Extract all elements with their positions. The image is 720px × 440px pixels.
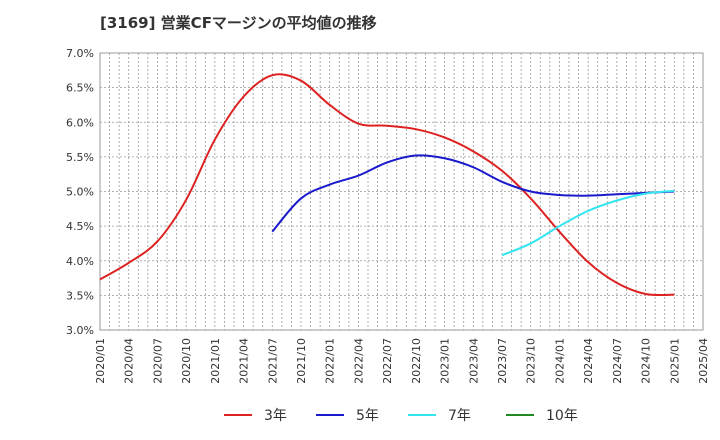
x-tick-label: 2023/01 <box>439 338 452 384</box>
x-tick-label: 2022/01 <box>324 338 337 384</box>
x-tick-label: 2020/07 <box>151 338 164 384</box>
y-axis: 3.0% 3.5% 4.0% 4.5% 5.0% 5.5% 6.0% 6.5% 7.0% <box>66 47 94 337</box>
series-line-2 <box>271 154 675 233</box>
x-axis: 2020/01 2020/04 2020/07 2020/10 2021/01 2021/… <box>94 338 710 384</box>
x-tick-label: 2024/10 <box>640 338 653 384</box>
chart-title: [3169] 営業CFマージンの平均値の推移 <box>100 14 377 32</box>
series-lines <box>99 73 675 297</box>
x-tick-label: 2025/04 <box>697 338 710 384</box>
x-tick-label: 2021/07 <box>266 338 279 384</box>
x-tick-label: 2020/10 <box>180 338 193 384</box>
x-tick-label: 2024/04 <box>582 338 595 384</box>
x-tick-label: 2024/07 <box>611 338 624 384</box>
x-tick-label: 2021/10 <box>295 338 308 384</box>
x-tick-label: 2023/07 <box>496 338 509 384</box>
y-tick-label: 3.0% <box>66 324 94 337</box>
x-tick-label: 2021/04 <box>238 338 251 384</box>
y-tick-label: 5.0% <box>66 186 94 199</box>
y-tick-label: 4.0% <box>66 255 94 268</box>
y-tick-label: 4.5% <box>66 220 94 233</box>
x-tick-label: 2021/01 <box>209 338 222 384</box>
x-tick-label: 2024/01 <box>553 338 566 384</box>
legend-label-4: 10年 <box>546 408 578 424</box>
series-line-3 <box>501 189 675 257</box>
grid <box>100 53 703 330</box>
x-tick-label: 2020/04 <box>123 338 136 384</box>
x-tick-label: 2023/04 <box>467 338 480 384</box>
series-line-1 <box>99 73 675 297</box>
x-tick-label: 2023/10 <box>525 338 538 384</box>
y-tick-label: 5.5% <box>66 151 94 164</box>
legend: 3年 5年 7年 10年 <box>224 408 578 424</box>
x-tick-label: 2025/01 <box>668 338 681 384</box>
x-tick-label: 2022/07 <box>381 338 394 384</box>
y-tick-label: 7.0% <box>66 47 94 60</box>
y-tick-label: 6.0% <box>66 116 94 129</box>
x-tick-label: 2020/01 <box>94 338 107 384</box>
legend-label-2: 5年 <box>356 408 379 424</box>
legend-label-3: 7年 <box>448 408 471 424</box>
x-tick-label: 2022/04 <box>352 338 365 384</box>
legend-label-1: 3年 <box>264 408 287 424</box>
x-tick-label: 2022/10 <box>410 338 423 384</box>
y-tick-label: 3.5% <box>66 289 94 302</box>
y-tick-label: 6.5% <box>66 82 94 95</box>
